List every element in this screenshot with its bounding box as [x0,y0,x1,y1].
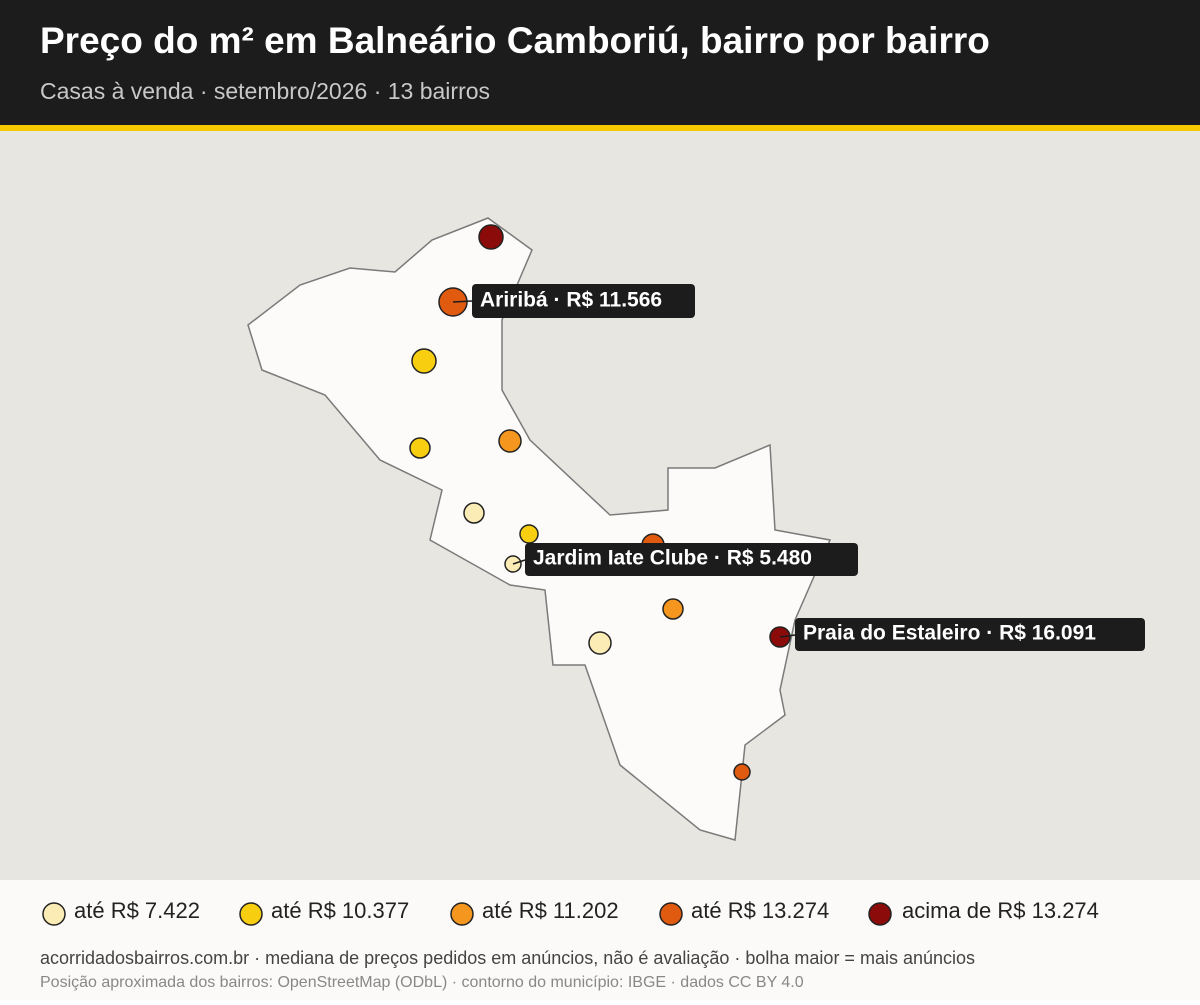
legend: até R$ 7.422 até R$ 10.377 até R$ 11.202… [42,898,1099,926]
leader [779,634,796,638]
leader [452,300,473,303]
footer-note: acorridadosbairros.com.br · mediana de p… [40,948,975,968]
footer-credit: Posição aproximada dos bairros: OpenStre… [40,974,804,991]
legend-label: até R$ 13.274 [691,898,829,923]
footer-bg [0,880,1200,1000]
bubble [733,763,751,781]
header-bg [0,0,1200,125]
legend-swatch [239,902,263,926]
header-rule [0,125,1200,131]
bubble [498,429,522,453]
municipality-outline [247,217,832,841]
bubble [588,631,612,655]
subtitle: Casas à venda · setembro/2026 · 13 bairr… [40,78,490,104]
callouts: Ariribá · R$ 11.566 Jardim Iate Clube · … [452,284,1145,651]
bubble [409,437,431,459]
legend-swatch [659,902,683,926]
leader [512,559,526,565]
legend-label: até R$ 10.377 [271,898,409,923]
bubble [662,598,684,620]
bubble [478,224,504,250]
callout-box [795,618,1145,651]
callout-box [472,284,695,318]
legend-label: acima de R$ 13.274 [902,898,1099,923]
legend-label: até R$ 11.202 [482,898,619,923]
callout-label: Ariribá · R$ 11.566 [480,289,662,312]
callout-label: Jardim Iate Clube · R$ 5.480 [533,547,812,570]
bubble [411,348,437,374]
legend-swatch [868,902,892,926]
legend-label: até R$ 7.422 [74,898,200,923]
bubble [463,502,485,524]
callout-label: Praia do Estaleiro · R$ 16.091 [803,622,1096,645]
title: Preço do m² em Balneário Camboriú, bairr… [40,20,990,61]
bubble [519,524,539,544]
legend-swatch [450,902,474,926]
legend-swatch [42,902,66,926]
callout-box [525,543,858,576]
